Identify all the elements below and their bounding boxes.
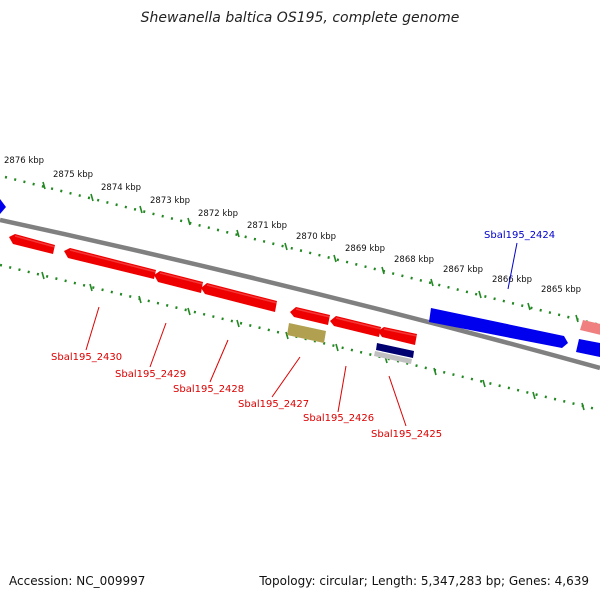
kbp-label: 2871 kbp [247, 221, 287, 231]
gene-arrow-edge-left[interactable] [0, 198, 6, 214]
gene-label[interactable]: Sbal195_2424 [484, 230, 555, 241]
pseudo-gene[interactable] [287, 323, 326, 343]
kbp-label: 2866 kbp [492, 275, 532, 285]
gene-arrow-2427-red[interactable] [290, 307, 330, 325]
gene-arrow-2425[interactable] [378, 327, 417, 345]
gene-arrow-unlabeled[interactable] [9, 234, 55, 254]
genome-backbone [0, 217, 600, 371]
kbp-label: 2865 kbp [541, 285, 581, 295]
reverse-genes [9, 234, 418, 345]
kbp-label: 2874 kbp [101, 183, 141, 193]
kbp-labels: 2876 kbp 2875 kbp 2874 kbp 2873 kbp 2872… [4, 156, 581, 295]
inner-ruler-line [0, 263, 600, 412]
rna-gene-shadow [374, 351, 412, 364]
kbp-label: 2869 kbp [345, 244, 385, 254]
label-leader-blue [507, 242, 518, 290]
gene-arrow-2428[interactable] [201, 283, 277, 312]
rna-gene[interactable] [376, 343, 414, 358]
gene-label[interactable]: Sbal195_2429 [115, 369, 186, 380]
gene-arrow-2424[interactable] [429, 308, 568, 348]
kbp-label: 2870 kbp [296, 232, 336, 242]
label-leaders-red [85, 306, 407, 427]
kbp-label: 2875 kbp [53, 170, 93, 180]
kbp-label: 2873 kbp [150, 196, 190, 206]
gene-label[interactable]: Sbal195_2426 [303, 413, 374, 424]
gene-arrow-edge-right-pink[interactable] [580, 320, 600, 336]
map-title: Shewanella baltica OS195, complete genom… [140, 10, 460, 26]
gene-label[interactable]: Sbal195_2428 [173, 384, 244, 395]
outer-major-ticks [42, 181, 579, 323]
kbp-label: 2867 kbp [443, 265, 483, 275]
inner-major-ticks [41, 271, 585, 411]
accession-text: Accession: NC_009997 [9, 574, 146, 588]
gene-arrow-2426[interactable] [330, 316, 381, 337]
gene-label[interactable]: Sbal195_2427 [238, 399, 309, 410]
kbp-label: 2872 kbp [198, 209, 238, 219]
gene-arrow-2429[interactable] [154, 271, 203, 293]
topology-text: Topology: circular; Length: 5,347,283 bp… [259, 574, 589, 588]
gene-label[interactable]: Sbal195_2430 [51, 352, 122, 363]
kbp-label: 2868 kbp [394, 255, 434, 265]
gene-label[interactable]: Sbal195_2425 [371, 429, 442, 440]
gene-arrow-2430[interactable] [64, 248, 156, 279]
gene-arrow-edge-right-blue[interactable] [576, 339, 600, 358]
outer-ruler-line [4, 175, 600, 327]
kbp-label: 2876 kbp [4, 156, 44, 166]
